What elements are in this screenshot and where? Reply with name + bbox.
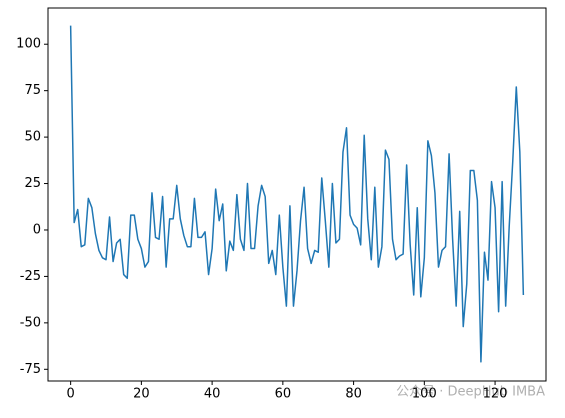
y-tick-label: 75 xyxy=(24,83,41,98)
y-tick-label: -50 xyxy=(20,315,41,330)
y-tick-label: 100 xyxy=(16,37,41,52)
x-tick-label: 120 xyxy=(483,387,508,402)
x-tick-label: 100 xyxy=(412,387,437,402)
x-tick-label: 20 xyxy=(133,387,150,402)
y-tick-label: 0 xyxy=(33,222,41,237)
x-tick-label: 60 xyxy=(275,387,292,402)
y-tick-label: 50 xyxy=(24,130,41,145)
plot-frame xyxy=(47,7,547,382)
x-tick-label: 0 xyxy=(66,387,74,402)
y-tick-label: -75 xyxy=(20,362,41,377)
data-line xyxy=(69,25,525,363)
x-tick-label: 40 xyxy=(204,387,221,402)
y-tick-label: -25 xyxy=(20,269,41,284)
y-tick-label: 25 xyxy=(24,176,41,191)
x-tick-label: 80 xyxy=(345,387,362,402)
watermark: 公众号 · DeepHub IMBA xyxy=(396,385,545,400)
